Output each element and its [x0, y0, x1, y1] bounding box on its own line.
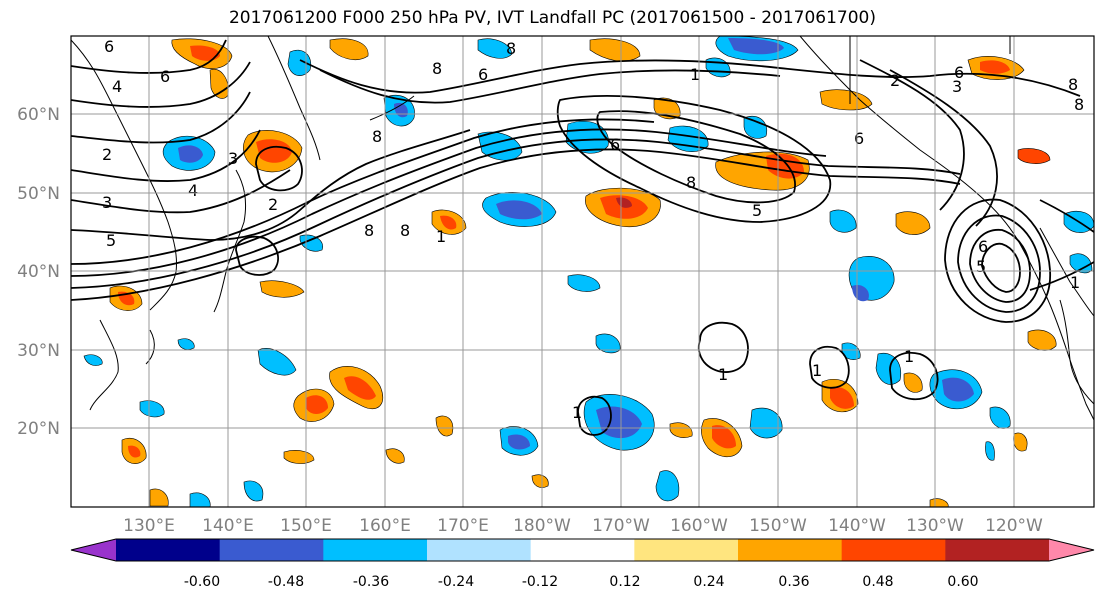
colorbar-tick-label: -0.24	[438, 574, 474, 590]
colorbar-segment	[116, 539, 221, 561]
svg-text:4: 4	[112, 77, 122, 96]
colorbar-tick-label: -0.48	[268, 574, 304, 590]
lon-label: 130°E	[123, 516, 175, 536]
shaded-anomalies	[83, 36, 1094, 507]
pv-contours	[71, 39, 1094, 436]
svg-text:5: 5	[976, 257, 986, 276]
lat-label-40: 40°N	[17, 262, 60, 282]
svg-text:5: 5	[752, 201, 762, 220]
colorbar-segment	[945, 539, 1050, 561]
svg-text:3: 3	[102, 193, 112, 212]
lon-label: 150°W	[749, 516, 807, 536]
svg-text:8: 8	[364, 221, 374, 240]
svg-text:6: 6	[954, 63, 964, 82]
svg-text:3: 3	[228, 149, 238, 168]
svg-text:8: 8	[686, 173, 696, 192]
colorbar-tick-label: 0.48	[862, 574, 893, 590]
colorbar-segment	[323, 539, 428, 561]
colorbar-tick-label: 0.12	[609, 574, 640, 590]
map-title: 2017061200 F000 250 hPa PV, IVT Landfall…	[228, 8, 876, 28]
svg-text:6: 6	[104, 37, 114, 56]
contour-labels: 6 4 6 2 3 5 3 2 4 8 8 8 6 8 8 1 6 8 5 6 …	[102, 37, 1084, 422]
colorbar-segment	[841, 539, 946, 561]
svg-text:2: 2	[890, 71, 900, 90]
svg-text:1: 1	[904, 347, 914, 366]
svg-text:1: 1	[572, 403, 582, 422]
colorbar-segment	[634, 539, 739, 561]
svg-text:6: 6	[478, 65, 488, 84]
colorbar-segment	[738, 539, 843, 561]
svg-text:8: 8	[1074, 95, 1084, 114]
lon-label: 170°E	[437, 516, 489, 536]
svg-text:1: 1	[718, 365, 728, 384]
colorbar-segment	[219, 539, 324, 561]
svg-text:6: 6	[160, 67, 170, 86]
lat-label-20: 20°N	[17, 419, 60, 439]
graticule	[71, 36, 1094, 507]
svg-text:8: 8	[372, 127, 382, 146]
svg-text:4: 4	[188, 181, 198, 200]
map-frame	[70, 35, 1095, 508]
colorbar-tick-label: 0.60	[947, 574, 978, 590]
colorbar-outline	[70, 538, 1095, 562]
lon-label: 140°E	[202, 516, 254, 536]
lon-label: 140°W	[828, 516, 886, 536]
colorbar-segment	[530, 539, 635, 561]
lon-label: 160°W	[670, 516, 728, 536]
colorbar-extend-high	[1049, 539, 1094, 561]
lon-label: 160°E	[359, 516, 411, 536]
colorbar-tick-label: 0.36	[778, 574, 809, 590]
svg-text:3: 3	[952, 77, 962, 96]
svg-text:8: 8	[1068, 75, 1078, 94]
svg-text:8: 8	[506, 39, 516, 58]
coastlines	[71, 36, 1094, 421]
svg-text:6: 6	[854, 129, 864, 148]
svg-text:6: 6	[978, 237, 988, 256]
svg-text:1: 1	[436, 227, 446, 246]
colorbar-tick-label: -0.36	[353, 574, 389, 590]
latitude-labels: 60°N 50°N 40°N 30°N 20°N	[17, 105, 60, 439]
lon-label: 130°W	[906, 516, 964, 536]
colorbar-tick-label: -0.12	[522, 574, 558, 590]
lat-label-30: 30°N	[17, 341, 60, 361]
colorbar-tick-label: 0.24	[693, 574, 724, 590]
colorbar-tick-label: -0.60	[184, 574, 220, 590]
lat-label-50: 50°N	[17, 184, 60, 204]
svg-text:1: 1	[1070, 273, 1080, 292]
svg-text:1: 1	[690, 65, 700, 84]
map-area: 6 4 6 2 3 5 3 2 4 8 8 8 6 8 8 1 6 8 5 6 …	[71, 36, 1094, 507]
svg-text:2: 2	[102, 145, 112, 164]
lon-label: 170°W	[592, 516, 650, 536]
longitude-labels: 130°E 140°E 150°E 160°E 170°E 180°W 170°…	[123, 516, 1043, 536]
colorbar-segment	[427, 539, 532, 561]
lon-label: 120°W	[985, 516, 1043, 536]
svg-text:8: 8	[400, 221, 410, 240]
colorbar-tick-labels: -0.60 -0.48 -0.36 -0.24 -0.12 0.12 0.24 …	[184, 574, 979, 590]
svg-text:8: 8	[432, 59, 442, 78]
svg-text:5: 5	[106, 231, 116, 250]
svg-text:2: 2	[268, 195, 278, 214]
lon-label: 150°E	[280, 516, 332, 536]
colorbar	[70, 538, 1095, 562]
lat-label-60: 60°N	[17, 105, 60, 125]
lon-label: 180°W	[513, 516, 571, 536]
colorbar-extend-low	[71, 539, 116, 561]
svg-text:1: 1	[812, 361, 822, 380]
svg-text:6: 6	[610, 135, 620, 154]
